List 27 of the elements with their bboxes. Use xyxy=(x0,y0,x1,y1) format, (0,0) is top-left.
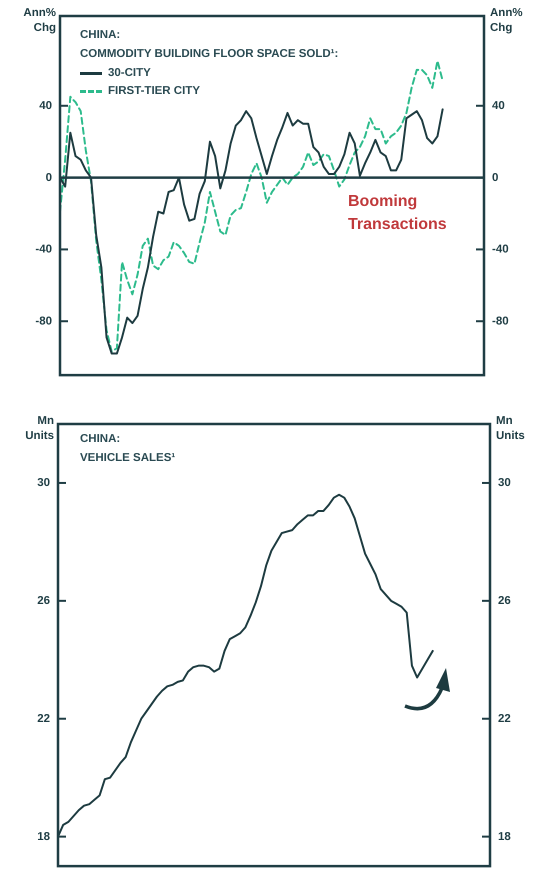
y-tick-label: 30 xyxy=(37,477,50,490)
legend-label: FIRST-TIER CITY xyxy=(108,84,200,99)
y2-tick-label: 22 xyxy=(498,712,511,725)
y-axis-title: Mn Units xyxy=(24,414,54,444)
y2-tick-label: 40 xyxy=(492,100,505,112)
y2-axis-title: Mn Units xyxy=(496,414,526,444)
annotation: Booming Transactions xyxy=(348,192,448,235)
y-tick-label: -40 xyxy=(35,244,52,256)
y2-tick-label: 0 xyxy=(492,172,498,184)
text: COMMODITY BUILDING FLOOR SPACE SOLD¹: xyxy=(80,47,338,62)
y-tick-label: -80 xyxy=(35,315,52,328)
text: CHINA: xyxy=(80,28,122,43)
y-tick-label: 18 xyxy=(37,830,51,843)
text: VEHICLE SALES¹ xyxy=(80,451,176,466)
y-axis-title: Ann% Chg xyxy=(22,6,56,36)
y2-tick-label: -80 xyxy=(492,315,509,328)
text: CHINA: xyxy=(80,432,122,447)
y2-tick-label: -40 xyxy=(492,244,509,256)
y-tick-label: 22 xyxy=(37,712,50,725)
y2-tick-label: 26 xyxy=(498,595,511,608)
y2-tick-label: 18 xyxy=(498,830,512,843)
y2-tick-label: 30 xyxy=(498,477,511,490)
legend-label: 30-CITY xyxy=(108,66,151,81)
y2-axis-title: Ann% Chg xyxy=(490,6,524,36)
y-tick-label: 0 xyxy=(46,172,52,184)
y-tick-label: 26 xyxy=(37,595,50,608)
y-tick-label: 40 xyxy=(39,100,52,112)
